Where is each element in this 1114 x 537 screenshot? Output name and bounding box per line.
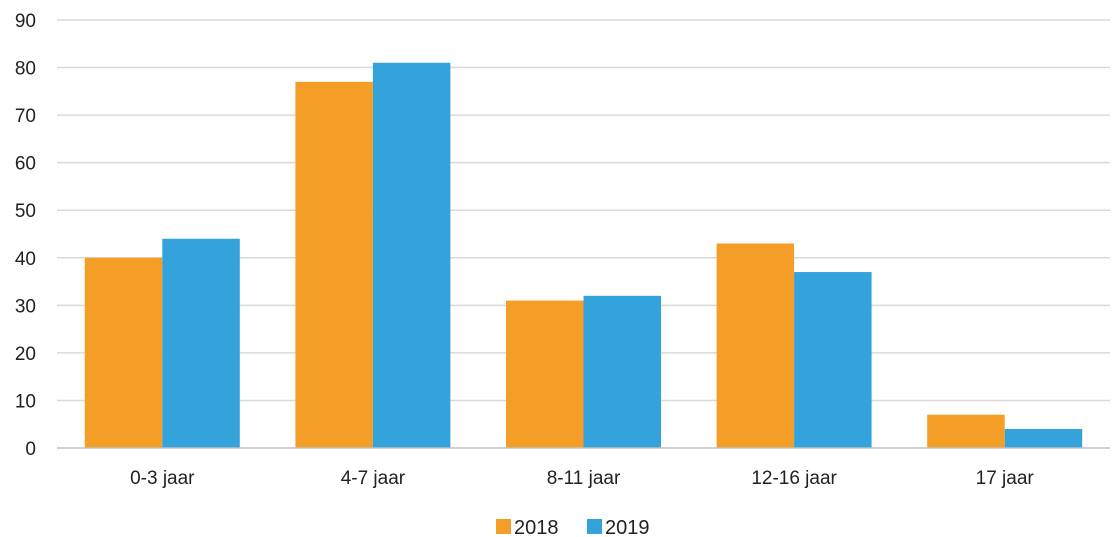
bar-2018-0-3-jaar [84, 257, 163, 448]
bar-2019-4-7-jaar [372, 62, 451, 449]
x-tick-label: 8-11 jaar [547, 468, 621, 489]
legend-swatch-2019 [587, 519, 602, 534]
bar-2019-12-16-jaar [794, 272, 872, 448]
y-tick-label: 20 [15, 344, 36, 365]
bar-2018-8-11-jaar [506, 300, 584, 448]
y-tick-label: 80 [15, 59, 36, 80]
x-tick-label: 12-16 jaar [751, 468, 837, 489]
bar-2018-4-7-jaar [295, 81, 373, 449]
y-tick-label: 90 [15, 11, 36, 32]
bar-2019-8-11-jaar [583, 295, 661, 448]
x-axis-tick-labels: 0-3 jaar 4-7 jaar 8-11 jaar 12-16 jaar 17 ja… [130, 468, 1034, 489]
y-tick-label: 70 [15, 106, 36, 127]
bar-2018-12-16-jaar [716, 243, 795, 448]
x-tick-label: 0-3 jaar [130, 468, 195, 489]
legend-label-2018: 2018 [514, 517, 559, 537]
y-tick-label: 60 [15, 154, 36, 175]
bars [84, 62, 1083, 449]
y-tick-label: 40 [15, 249, 36, 270]
bar-2019-17-jaar [1004, 428, 1083, 448]
y-axis-tick-labels: 0 10 20 30 40 50 60 70 80 90 [15, 11, 36, 460]
bar-2019-0-3-jaar [162, 238, 240, 448]
y-tick-label: 10 [15, 391, 36, 412]
y-tick-label: 30 [15, 296, 36, 317]
y-tick-label: 50 [15, 201, 36, 222]
legend: 2018 2019 [496, 517, 650, 537]
x-tick-label: 17 jaar [976, 468, 1035, 489]
legend-swatch-2018 [496, 519, 511, 534]
bar-2018-17-jaar [927, 414, 1005, 448]
legend-label-2019: 2019 [605, 517, 650, 537]
x-tick-label: 4-7 jaar [341, 468, 406, 489]
y-tick-label: 0 [25, 439, 36, 460]
